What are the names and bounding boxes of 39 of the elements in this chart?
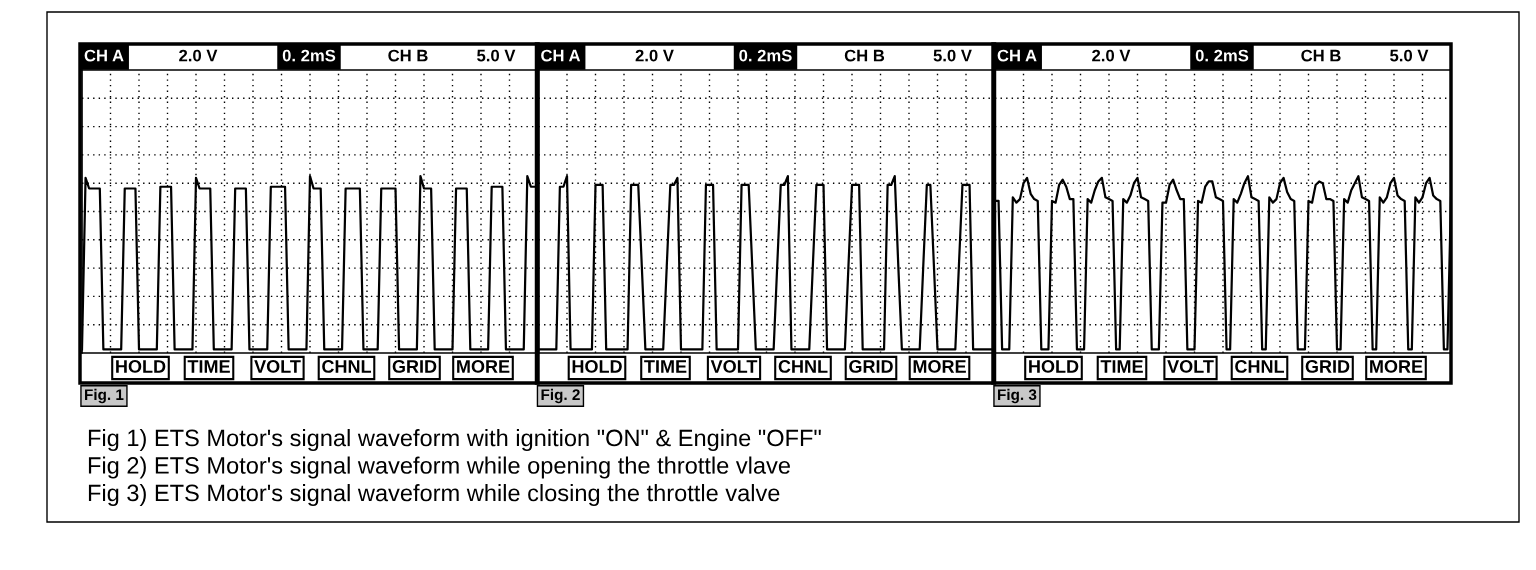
text: CHNL xyxy=(1235,360,1285,373)
text: TIME xyxy=(187,360,230,373)
text: VOLT xyxy=(1167,360,1214,373)
text: CHNL xyxy=(778,360,828,373)
text: 5.0 V xyxy=(933,49,972,62)
text: VOLT xyxy=(710,360,758,373)
text: CH B xyxy=(1301,49,1341,62)
text: 5.0 V xyxy=(477,49,516,62)
caption: Fig 2) ETS Motor's signal waveform while opening the throttle vlave xyxy=(88,456,790,479)
text: MORE xyxy=(457,360,510,373)
text: MORE xyxy=(913,360,966,373)
text: Fig. 3 xyxy=(998,388,1037,404)
text: GRID xyxy=(1305,360,1350,373)
text: HOLD xyxy=(572,360,622,373)
text: Fig. 2 xyxy=(541,388,580,404)
text: CH B xyxy=(388,49,428,62)
caption: Fig 3) ETS Motor's signal waveform while closing the throttle valve xyxy=(88,483,780,506)
text: HOLD xyxy=(1029,360,1079,373)
text: 0. 2mS xyxy=(282,49,336,62)
text: 0. 2mS xyxy=(1195,49,1249,62)
text: Fig. 1 xyxy=(85,388,124,404)
text: 5.0 V xyxy=(1390,49,1429,62)
text: MORE xyxy=(1370,360,1423,373)
text: GRID xyxy=(849,360,893,373)
text: VOLT xyxy=(254,360,301,373)
text: TIME xyxy=(644,360,687,373)
text: 2.0 V xyxy=(179,49,218,62)
text: CH A xyxy=(84,49,124,62)
text: CH A xyxy=(541,49,581,62)
text: TIME xyxy=(1100,360,1143,373)
text: CH A xyxy=(997,49,1037,62)
text: 0. 2mS xyxy=(739,49,792,62)
text: 2.0 V xyxy=(635,49,674,62)
text: CHNL xyxy=(322,360,372,373)
text: HOLD xyxy=(116,360,166,373)
text: 2.0 V xyxy=(1092,49,1131,62)
text: GRID xyxy=(392,360,437,373)
caption: Fig 1) ETS Motor's signal waveform with ignition "ON" & Engine "OFF" xyxy=(88,428,821,452)
text: CH B xyxy=(844,49,885,62)
